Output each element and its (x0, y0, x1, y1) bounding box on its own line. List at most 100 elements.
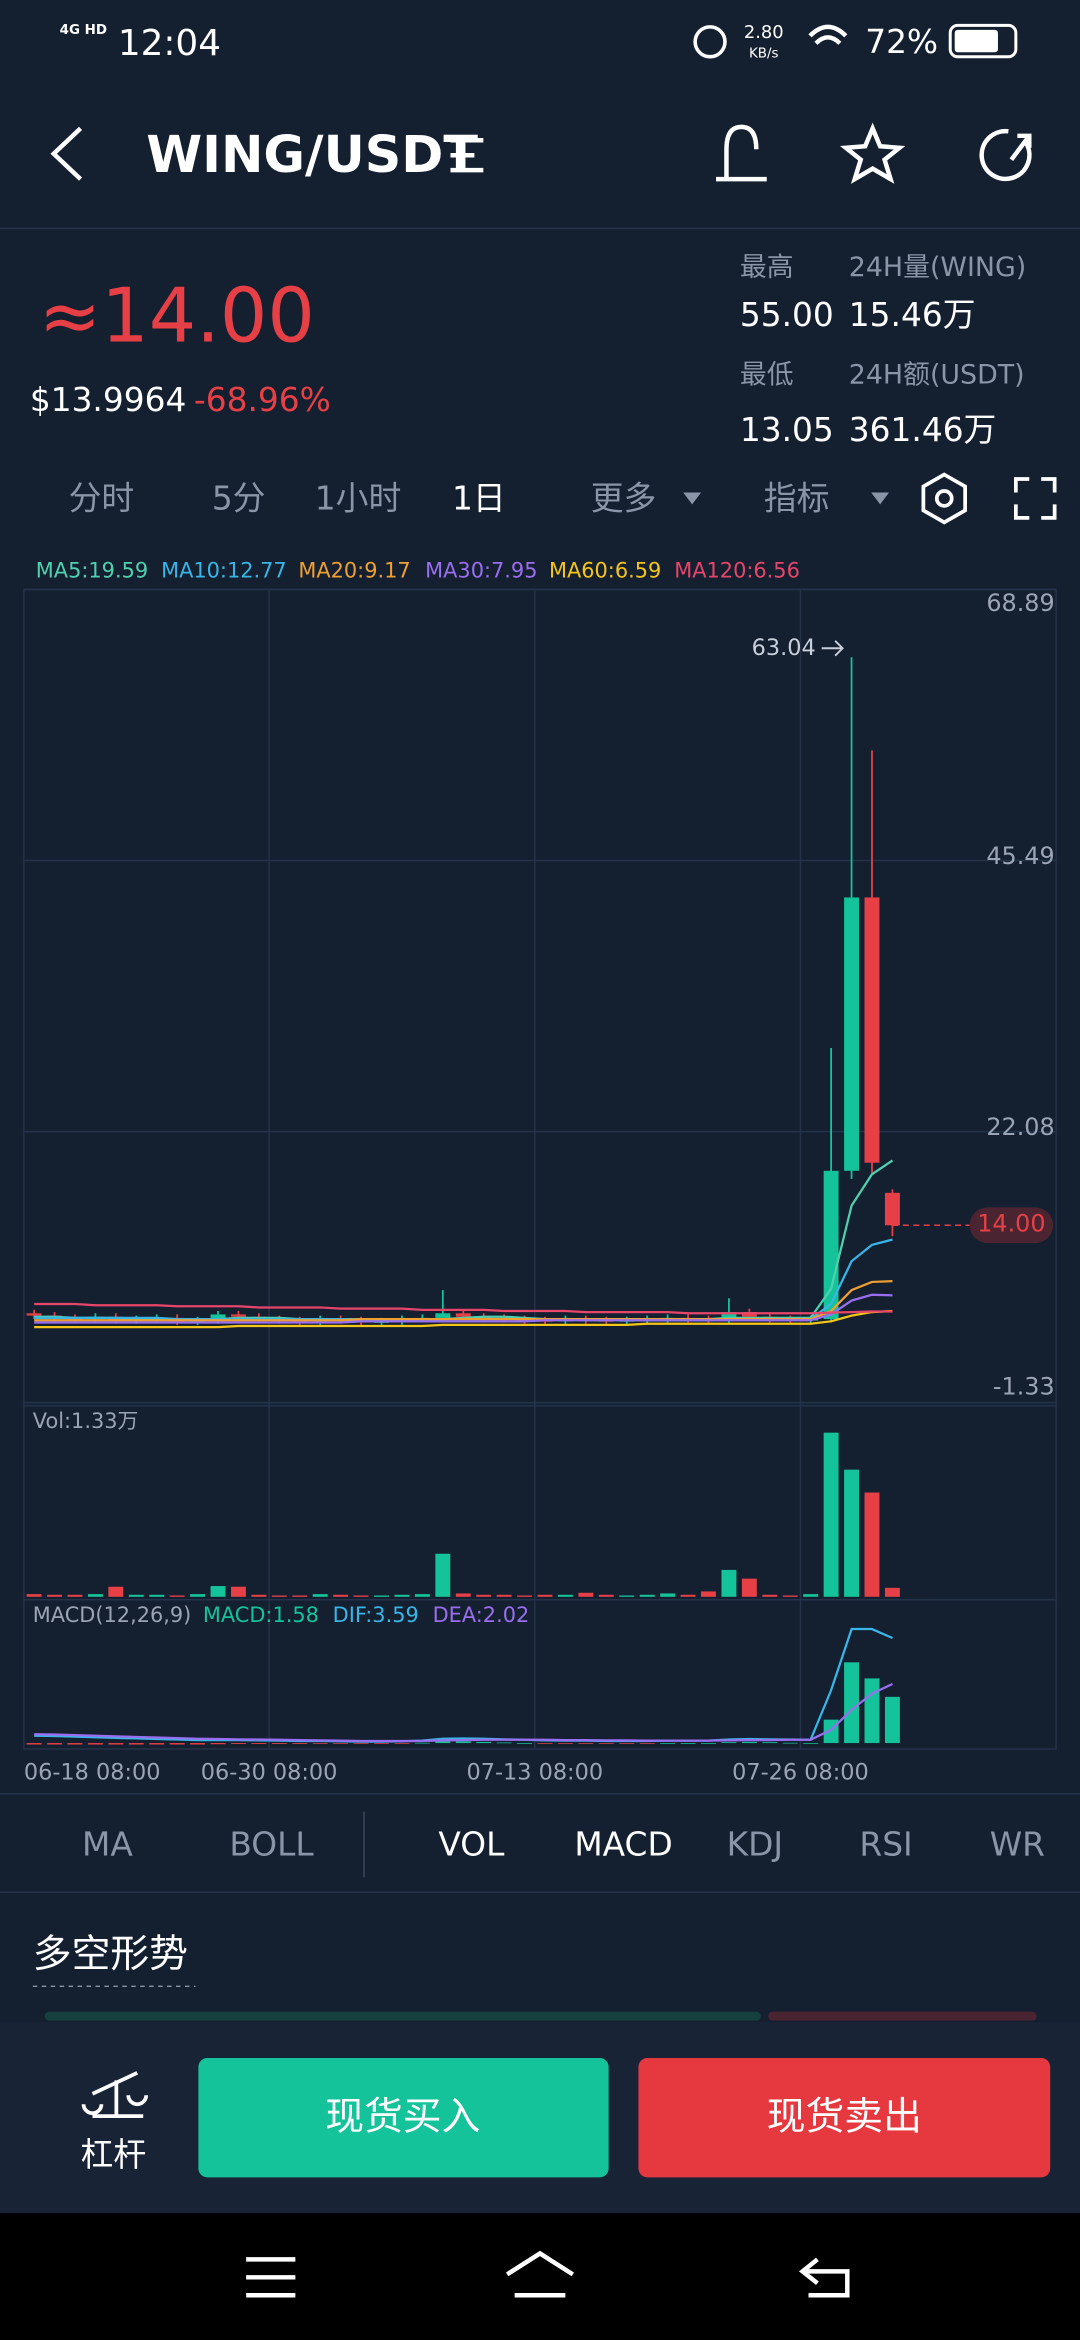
macd-bar (660, 1743, 676, 1744)
back-button[interactable] (50, 126, 83, 181)
nav-home[interactable] (505, 2250, 575, 2298)
dea-line (34, 1682, 893, 1743)
macd-bar (701, 1743, 716, 1744)
macd-bar (414, 1742, 430, 1744)
volume-bar (108, 1586, 124, 1597)
indicator-tab[interactable]: KDJ (727, 1826, 783, 1864)
macd-bar (374, 1743, 389, 1744)
long-short-bar (768, 2011, 1037, 2021)
volume-value: 15.46万 (849, 296, 976, 334)
volume-bar (149, 1594, 165, 1597)
volume-bar (803, 1594, 819, 1597)
volume-bar (680, 1594, 696, 1597)
x-tick-label: 06-18 08:00 (24, 1759, 161, 1785)
leverage-label[interactable]: 杠杆 (81, 2136, 147, 2174)
macd-bar (639, 1743, 655, 1744)
indicator-tab[interactable]: MA (82, 1826, 133, 1864)
buy-button[interactable] (198, 2057, 609, 2178)
indicator-tab[interactable]: BOLL (229, 1826, 314, 1864)
volume-bar (844, 1469, 860, 1597)
macd-bar (741, 1741, 757, 1744)
volume-bar (394, 1594, 410, 1597)
ma-legend: MA10:12.77 (161, 559, 287, 583)
high-marker-arrow (821, 640, 844, 657)
volume-bar (210, 1586, 226, 1597)
ma-line (34, 1302, 893, 1315)
volume-bar (67, 1594, 83, 1597)
last-price: ≈14.00 (39, 272, 315, 359)
indicator-tab[interactable]: VOL (438, 1826, 505, 1864)
amount-value: 361.46万 (849, 411, 997, 449)
high-label: 最高 (740, 252, 794, 283)
settings-icon-center (934, 489, 954, 508)
volume-bar (292, 1595, 308, 1597)
sell-button-label[interactable]: 现货卖出 (767, 2095, 922, 2140)
dropdown-arrow (871, 492, 890, 505)
volume-bar (476, 1594, 492, 1597)
volume-bar (578, 1592, 594, 1597)
sell-button[interactable] (638, 2057, 1051, 2178)
pair-title[interactable]: WING/USDT (146, 125, 478, 184)
volume-legend: Vol:1.33万 (33, 1409, 139, 1433)
macd-bar (557, 1743, 573, 1744)
macd-bar (67, 1743, 83, 1745)
share-icon[interactable] (979, 128, 1032, 182)
macd-legend: MACD:1.58 (203, 1603, 319, 1627)
battery-level: 72% (865, 23, 938, 61)
macd-bar (496, 1742, 512, 1744)
pair-menu-icon[interactable] (450, 138, 484, 173)
candle-body (741, 1312, 757, 1317)
macd-bar (762, 1742, 778, 1744)
long-short-bar (44, 2011, 761, 2021)
settings-icon[interactable] (921, 472, 968, 525)
period-tab[interactable]: 分时 (69, 479, 135, 517)
indicator-tab[interactable]: RSI (859, 1826, 912, 1864)
nav-menu[interactable] (246, 2257, 296, 2298)
macd-bar (87, 1743, 103, 1745)
indicator-tab[interactable]: WR (990, 1826, 1045, 1864)
macd-bar (47, 1743, 62, 1745)
volume-bar (251, 1594, 267, 1597)
alert-icon[interactable] (716, 124, 767, 182)
macd-bar (884, 1696, 900, 1744)
candle-body (26, 1313, 42, 1316)
period-tab[interactable]: 指标 (764, 479, 830, 517)
ma-legend: MA20:9.17 (298, 559, 410, 583)
macd-bar (210, 1743, 226, 1745)
macd-bar (149, 1743, 165, 1745)
kline-chart: 68.89 45.49 22.08 -1.33 06-18 08:00 06-30 08:… (24, 588, 1057, 1785)
leverage-icon[interactable] (81, 2071, 149, 2119)
y-tick-label: 68.89 (986, 589, 1054, 617)
battery-icon (948, 23, 1018, 59)
volume-bar (47, 1594, 62, 1597)
macd-bar (108, 1743, 124, 1745)
buy-button-label[interactable]: 现货买入 (325, 2095, 480, 2140)
fullscreen-icon[interactable] (1013, 477, 1057, 520)
volume-bar (823, 1432, 839, 1597)
high-marker-label: 63.04 (752, 635, 816, 661)
volume-bar (353, 1595, 369, 1597)
ma-line (34, 1280, 893, 1322)
ma-legend: MA30:7.95 (425, 559, 537, 583)
volume-bar (619, 1595, 635, 1597)
indicator-tab[interactable]: MACD (574, 1826, 672, 1864)
candle-body (864, 897, 880, 1163)
volume-bar (639, 1594, 655, 1597)
favorite-icon[interactable] (839, 122, 906, 184)
period-tab[interactable]: 1日 (452, 479, 506, 517)
nav-back[interactable] (798, 2257, 850, 2298)
candle-body (721, 1312, 737, 1321)
macd-bar (680, 1743, 696, 1744)
macd-bar (169, 1743, 185, 1745)
volume-label: 24H量(WING) (849, 252, 1026, 283)
change: -68.96% (194, 381, 331, 419)
period-tab[interactable]: 1小时 (315, 479, 401, 517)
macd-bar (353, 1743, 369, 1744)
period-tab[interactable]: 5分 (212, 479, 266, 517)
period-tab[interactable]: 更多 (591, 479, 657, 517)
volume-bar (517, 1595, 533, 1597)
y-tick-label: -1.33 (993, 1372, 1055, 1400)
